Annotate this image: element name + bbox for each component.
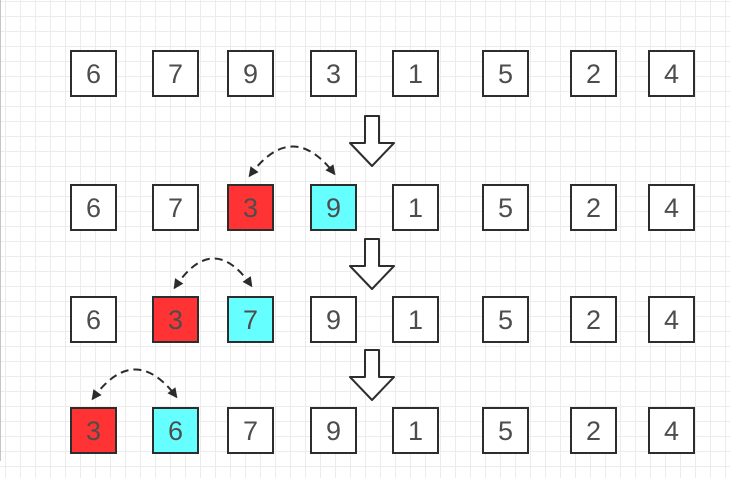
array-cell: 2	[570, 50, 617, 97]
array-cell-swap-source: 3	[70, 407, 117, 454]
array-cell-value: 5	[497, 305, 514, 335]
array-cell-swap-target: 9	[310, 184, 357, 231]
array-cell: 4	[648, 296, 695, 343]
array-cell-value: 4	[663, 59, 680, 89]
array-cell: 3	[310, 50, 357, 97]
array-cell: 5	[482, 296, 529, 343]
array-cell-value: 5	[497, 193, 514, 223]
array-cell-value: 1	[407, 59, 424, 89]
array-cell: 4	[648, 184, 695, 231]
array-cell: 5	[482, 407, 529, 454]
array-cell: 5	[482, 50, 529, 97]
down-arrow-icon	[349, 115, 395, 167]
array-cell-value: 3	[325, 59, 342, 89]
array-cell-value: 9	[325, 193, 342, 223]
array-cell-value: 6	[85, 59, 102, 89]
array-cell-swap-target: 6	[152, 407, 199, 454]
array-cell-value: 9	[325, 416, 342, 446]
array-cell: 9	[310, 296, 357, 343]
array-cell-value: 9	[242, 59, 259, 89]
array-cell-value: 2	[585, 416, 602, 446]
swap-arc-icon	[248, 145, 336, 178]
array-cell-value: 6	[167, 416, 184, 446]
array-cell-value: 2	[585, 59, 602, 89]
array-cell-value: 7	[167, 193, 184, 223]
array-cell-value: 5	[497, 59, 514, 89]
array-cell-value: 4	[663, 193, 680, 223]
array-cell: 2	[570, 407, 617, 454]
array-cell: 1	[392, 407, 439, 454]
array-cell: 1	[392, 184, 439, 231]
array-cell: 4	[648, 407, 695, 454]
array-cell: 4	[648, 50, 695, 97]
array-cell-value: 2	[585, 193, 602, 223]
array-cell-value: 3	[242, 193, 259, 223]
array-cell-value: 5	[497, 416, 514, 446]
array-cell-value: 4	[663, 305, 680, 335]
array-cell-value: 1	[407, 305, 424, 335]
array-cell-value: 2	[585, 305, 602, 335]
array-cell-value: 1	[407, 193, 424, 223]
array-cell: 5	[482, 184, 529, 231]
array-cell-value: 6	[85, 305, 102, 335]
array-cell: 7	[152, 50, 199, 97]
array-cell: 9	[227, 50, 274, 97]
array-cell-value: 9	[325, 305, 342, 335]
array-cell: 7	[152, 184, 199, 231]
array-cell: 1	[392, 296, 439, 343]
array-cell-value: 6	[85, 193, 102, 223]
array-cell: 6	[70, 50, 117, 97]
swap-arc-icon	[173, 257, 253, 290]
array-cell: 7	[227, 407, 274, 454]
array-cell-swap-target: 7	[227, 296, 274, 343]
array-cell-value: 1	[407, 416, 424, 446]
array-cell-value: 7	[167, 59, 184, 89]
array-cell: 6	[70, 184, 117, 231]
array-cell-value: 3	[167, 305, 184, 335]
array-cell-value: 7	[242, 305, 259, 335]
page-edge-line	[0, 0, 1, 461]
array-cell: 2	[570, 184, 617, 231]
array-cell-swap-source: 3	[227, 184, 274, 231]
array-cell-value: 7	[242, 416, 259, 446]
down-arrow-icon	[349, 349, 395, 401]
array-cell: 2	[570, 296, 617, 343]
swap-arc-icon	[91, 368, 178, 401]
array-cell-value: 4	[663, 416, 680, 446]
array-cell: 9	[310, 407, 357, 454]
array-cell-swap-source: 3	[152, 296, 199, 343]
array-cell-value: 3	[85, 416, 102, 446]
array-cell: 6	[70, 296, 117, 343]
down-arrow-icon	[349, 238, 395, 290]
array-cell: 1	[392, 50, 439, 97]
